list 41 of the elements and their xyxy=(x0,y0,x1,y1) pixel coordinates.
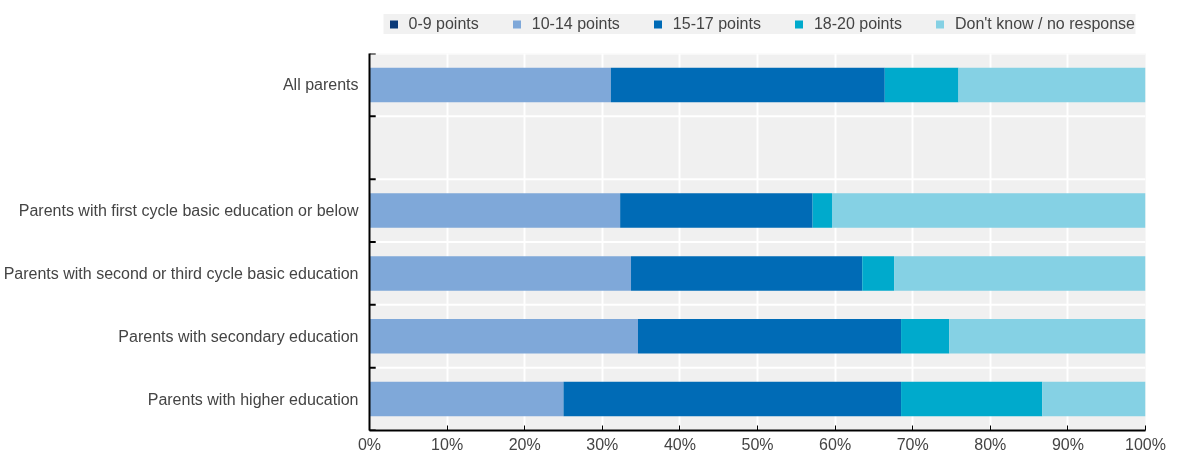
x-tick-label: 0% xyxy=(357,435,382,453)
bar xyxy=(369,318,638,354)
x-tick-label: 30% xyxy=(586,435,619,453)
bar xyxy=(620,193,813,228)
x-tick-label: 60% xyxy=(819,435,852,453)
bar xyxy=(812,193,832,228)
bar xyxy=(369,381,564,417)
legend-label: Don't know / no response xyxy=(954,15,1135,33)
y-tick-label: All parents xyxy=(282,76,359,94)
y-tick-label: Parents with second or third cycle basic education xyxy=(3,264,359,282)
legend-label: 10-14 points xyxy=(531,15,620,33)
x-tick-label: 100% xyxy=(1125,435,1166,453)
bar xyxy=(369,67,611,103)
bar xyxy=(369,256,632,291)
bar xyxy=(1042,381,1146,417)
x-tick-label: 10% xyxy=(431,435,464,453)
legend-label: 18-20 points xyxy=(813,15,902,33)
x-tick-label: 50% xyxy=(741,435,774,453)
bar xyxy=(901,381,1043,417)
bar xyxy=(563,381,902,417)
legend-label: 15-17 points xyxy=(672,15,761,33)
bar xyxy=(949,318,1146,354)
y-tick-label: Parents with secondary education xyxy=(118,327,359,345)
bar xyxy=(631,256,863,291)
bar xyxy=(884,67,959,103)
bar xyxy=(894,256,1146,291)
x-tick-label: 90% xyxy=(1051,435,1084,453)
legend-label: 0-9 points xyxy=(408,15,479,33)
x-tick-label: 70% xyxy=(896,435,929,453)
bar xyxy=(901,318,950,354)
bar xyxy=(832,193,1146,228)
bar xyxy=(638,318,902,354)
bar xyxy=(369,193,621,228)
bar xyxy=(610,67,885,103)
x-tick-label: 20% xyxy=(508,435,541,453)
y-tick-label: Parents with first cycle basic education or below xyxy=(18,202,359,220)
x-tick-label: 40% xyxy=(663,435,696,453)
x-tick-label: 80% xyxy=(974,435,1007,453)
bar xyxy=(862,256,895,291)
bar xyxy=(958,67,1146,103)
y-tick-label: Parents with higher education xyxy=(147,390,359,408)
